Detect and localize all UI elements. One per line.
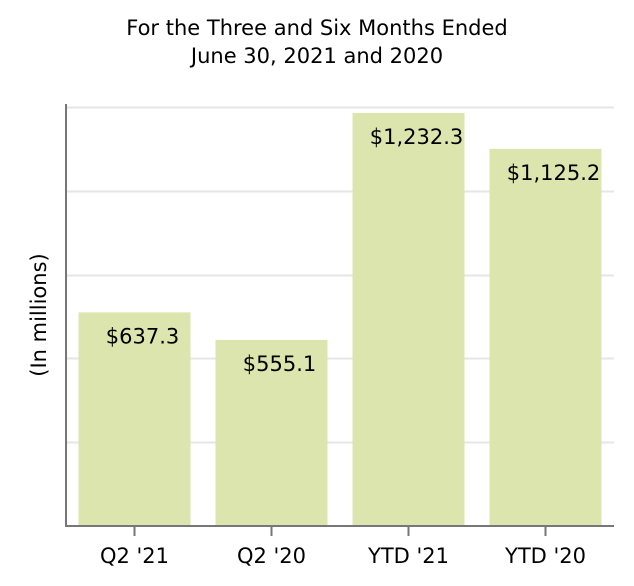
data-label: $555.1 [243, 352, 316, 376]
data-label: $1,232.3 [370, 125, 464, 149]
x-tick-label: Q2 '21 [100, 544, 169, 568]
data-labels: $637.3 $555.1 $1,232.3 $1,125.2 [106, 125, 601, 376]
data-label: $1,125.2 [507, 161, 601, 185]
chart-title-line-2: June 30, 2021 and 2020 [190, 44, 444, 68]
bar [352, 112, 465, 526]
x-tick-label: Q2 '20 [237, 544, 306, 568]
bars [78, 112, 602, 527]
chart-title: For the Three and Six Months Ended June … [0, 14, 634, 70]
data-label: $637.3 [106, 324, 179, 348]
x-axis-ticks: Q2 '21 Q2 '20 YTD '21 YTD '20 [100, 526, 586, 568]
bar [489, 148, 602, 527]
chart-title-line-1: For the Three and Six Months Ended [126, 16, 508, 40]
bar [215, 339, 328, 526]
x-tick-label: YTD '20 [504, 544, 586, 568]
x-tick-label: YTD '21 [367, 544, 449, 568]
bar [78, 312, 191, 526]
